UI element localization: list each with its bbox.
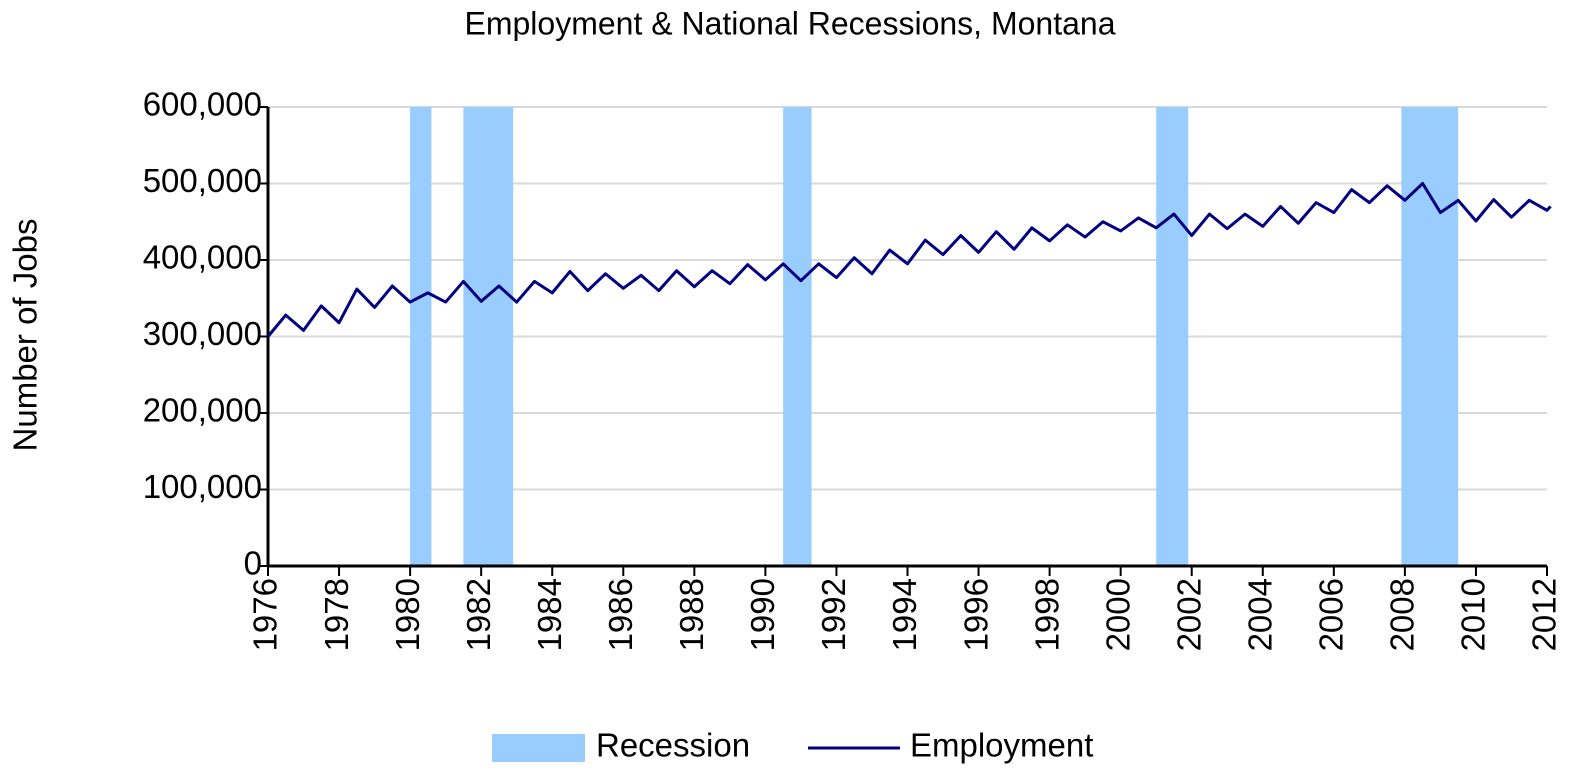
y-tick-label: 500,000 [143, 162, 262, 199]
x-tick-label: 1988 [673, 578, 710, 651]
x-tick-label: 1982 [460, 578, 497, 651]
x-tick-label: 1992 [815, 578, 852, 651]
x-tick-label: 1996 [957, 578, 994, 651]
x-tick-label: 2004 [1241, 578, 1278, 651]
recession-band [1156, 107, 1189, 566]
x-tick-label: 1994 [886, 578, 923, 651]
x-tick-label: 2000 [1099, 578, 1136, 651]
legend-label: Recession [596, 727, 750, 764]
y-tick-label: 400,000 [143, 239, 262, 276]
recession-band [463, 107, 514, 566]
x-tick-label: 1984 [531, 578, 568, 651]
y-axis-label: Number of Jobs [7, 219, 44, 452]
x-tick-label: 1980 [389, 578, 426, 651]
employment-line [266, 182, 1552, 338]
recession-band [783, 107, 812, 566]
recession-band [410, 107, 432, 566]
x-tick-label: 1990 [744, 578, 781, 651]
x-tick-label: 2006 [1313, 578, 1350, 651]
x-tick-label: 1998 [1028, 578, 1065, 651]
x-tick-label: 2010 [1455, 578, 1492, 651]
chart-title: Employment & National Recessions, Montan… [465, 5, 1116, 41]
y-tick-label: 100,000 [143, 468, 262, 505]
legend-swatch [492, 734, 585, 762]
legend-label: Employment [910, 727, 1093, 764]
x-tick-label: 2012 [1526, 578, 1563, 651]
recession-band [1401, 107, 1459, 566]
x-tick-label: 2008 [1384, 578, 1421, 651]
y-tick-label: 200,000 [143, 392, 262, 429]
x-tick-label: 1986 [602, 578, 639, 651]
y-tick-label: 300,000 [143, 315, 262, 352]
y-tick-label: 0 [244, 545, 262, 582]
x-tick-label: 1978 [318, 578, 355, 651]
x-tick-label: 1976 [247, 578, 284, 651]
x-tick-label: 2002 [1170, 578, 1207, 651]
y-tick-label: 600,000 [143, 86, 262, 123]
